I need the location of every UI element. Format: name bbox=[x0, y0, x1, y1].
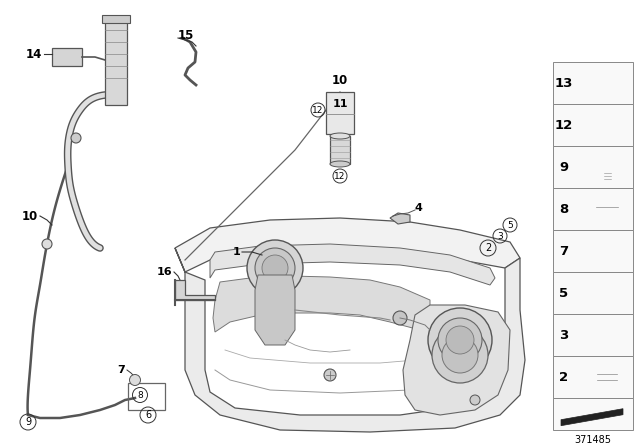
Text: 5: 5 bbox=[507, 220, 513, 229]
Circle shape bbox=[602, 204, 612, 214]
Circle shape bbox=[602, 78, 612, 88]
Polygon shape bbox=[600, 329, 614, 345]
Text: 13: 13 bbox=[555, 77, 573, 90]
Bar bbox=[553, 62, 633, 104]
Bar bbox=[553, 272, 633, 314]
Circle shape bbox=[324, 369, 336, 381]
Circle shape bbox=[598, 240, 616, 258]
Text: 16: 16 bbox=[156, 267, 172, 277]
Circle shape bbox=[596, 198, 618, 220]
Polygon shape bbox=[255, 275, 295, 345]
Text: 9: 9 bbox=[559, 160, 568, 173]
Text: 4: 4 bbox=[414, 203, 422, 213]
Polygon shape bbox=[599, 283, 616, 303]
Polygon shape bbox=[175, 248, 525, 432]
Polygon shape bbox=[213, 276, 430, 332]
Text: 371485: 371485 bbox=[575, 435, 611, 444]
Circle shape bbox=[438, 318, 482, 362]
Text: 14: 14 bbox=[26, 47, 42, 60]
Bar bbox=[604, 257, 611, 264]
Bar bbox=[52, 48, 82, 66]
Text: 3: 3 bbox=[559, 328, 568, 341]
Bar bbox=[553, 188, 633, 230]
Text: 5: 5 bbox=[559, 287, 568, 300]
Bar bbox=[105, 20, 127, 105]
Bar bbox=[553, 356, 633, 398]
Circle shape bbox=[604, 333, 611, 340]
Circle shape bbox=[442, 337, 478, 373]
Text: 12: 12 bbox=[334, 172, 346, 181]
Circle shape bbox=[255, 248, 295, 288]
Text: 10: 10 bbox=[22, 210, 38, 223]
Circle shape bbox=[71, 133, 81, 143]
Text: 10: 10 bbox=[332, 73, 348, 86]
Circle shape bbox=[393, 311, 407, 325]
Bar bbox=[553, 398, 633, 430]
Bar bbox=[604, 171, 611, 182]
Polygon shape bbox=[210, 244, 495, 285]
Circle shape bbox=[446, 326, 474, 354]
Bar bbox=[553, 314, 633, 356]
Bar bbox=[553, 104, 633, 146]
Ellipse shape bbox=[330, 133, 350, 139]
Bar bbox=[326, 92, 354, 134]
Text: 2: 2 bbox=[485, 243, 491, 253]
Circle shape bbox=[470, 395, 480, 405]
Text: 6: 6 bbox=[145, 410, 151, 420]
Text: 3: 3 bbox=[497, 232, 503, 241]
Text: 2: 2 bbox=[559, 370, 568, 383]
Text: 9: 9 bbox=[25, 417, 31, 427]
Ellipse shape bbox=[330, 161, 350, 167]
Text: 12: 12 bbox=[555, 119, 573, 132]
Text: 15: 15 bbox=[178, 29, 195, 42]
Text: 12: 12 bbox=[312, 105, 324, 115]
Text: 11: 11 bbox=[332, 99, 348, 109]
Bar bbox=[553, 230, 633, 272]
Polygon shape bbox=[561, 409, 623, 426]
Circle shape bbox=[432, 327, 488, 383]
Circle shape bbox=[597, 367, 618, 387]
Text: 7: 7 bbox=[559, 245, 568, 258]
Circle shape bbox=[603, 289, 612, 297]
Bar bbox=[102, 15, 130, 23]
Circle shape bbox=[42, 239, 52, 249]
Circle shape bbox=[603, 245, 612, 254]
Bar bbox=[604, 325, 611, 335]
Text: 7: 7 bbox=[117, 365, 125, 375]
Text: 1: 1 bbox=[232, 247, 240, 257]
Text: 8: 8 bbox=[137, 391, 143, 400]
Polygon shape bbox=[175, 280, 215, 300]
Bar bbox=[604, 110, 611, 116]
Polygon shape bbox=[175, 218, 520, 272]
Text: 8: 8 bbox=[559, 202, 568, 215]
Polygon shape bbox=[600, 153, 615, 171]
Circle shape bbox=[129, 375, 141, 385]
Bar bbox=[330, 136, 350, 164]
Bar bbox=[553, 146, 633, 188]
Circle shape bbox=[428, 308, 492, 372]
Polygon shape bbox=[390, 213, 410, 224]
Circle shape bbox=[247, 240, 303, 296]
Polygon shape bbox=[597, 71, 618, 95]
Polygon shape bbox=[403, 305, 510, 415]
Circle shape bbox=[262, 255, 288, 281]
Circle shape bbox=[602, 372, 612, 382]
